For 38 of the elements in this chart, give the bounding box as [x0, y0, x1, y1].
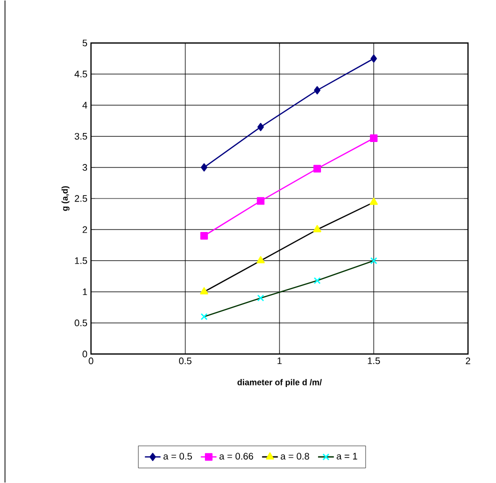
point: [257, 294, 264, 302]
point: [200, 232, 208, 240]
legend-label: a = 0.66: [220, 452, 254, 460]
point: [370, 54, 377, 63]
point: [314, 277, 321, 284]
y-tick-label: 3.5: [74, 132, 88, 140]
point: [200, 313, 208, 320]
legend-label: a = 0.8: [280, 452, 310, 460]
x-axis-title: diameter of pile d /m/: [237, 379, 322, 387]
point: [256, 197, 264, 205]
point: [370, 257, 378, 264]
point: [200, 287, 208, 294]
y-axis-title: g (a,d): [62, 186, 70, 211]
point: [257, 122, 264, 132]
legend-label: a = 1: [336, 452, 358, 460]
point: [313, 225, 322, 232]
y-tick-label: 4: [82, 102, 88, 108]
x-tick-label: 0.5: [179, 358, 192, 364]
y-tick-label: 2.5: [74, 195, 88, 202]
x-tick-label: 1.5: [368, 358, 380, 364]
y-tick-label: 0.5: [74, 320, 88, 326]
point: [370, 198, 378, 205]
y-tick-label: 4.5: [74, 70, 88, 78]
point: [256, 256, 265, 264]
point: [313, 164, 321, 172]
point: [370, 134, 378, 142]
y-tick-label: 0: [82, 350, 88, 358]
y-tick-label: 1: [82, 288, 88, 296]
point: [314, 86, 320, 94]
y-tick-label: 2: [82, 226, 88, 233]
y-tick-label: 3: [82, 164, 88, 171]
y-tick-label: 1.5: [75, 257, 88, 264]
legend-label: a = 0.5: [164, 452, 192, 460]
y-tick-label: 5: [82, 40, 88, 46]
x-tick-label: 1: [278, 358, 282, 364]
x-tick-label: 2: [466, 358, 470, 364]
point: [200, 163, 208, 172]
x-tick-label: 0: [88, 358, 94, 364]
